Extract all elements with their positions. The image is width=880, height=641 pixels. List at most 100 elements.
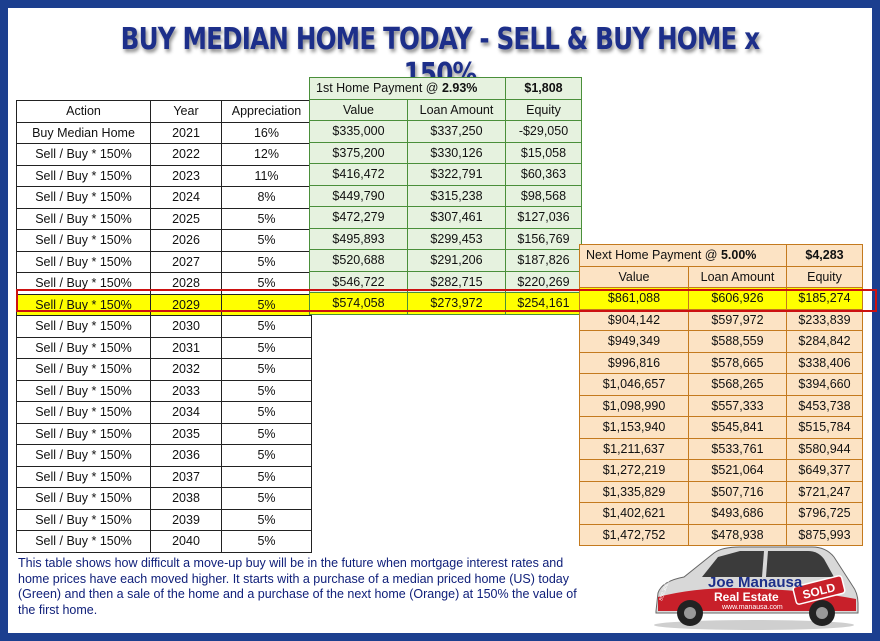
table-cell: Sell / Buy * 150% <box>16 293 151 316</box>
explanation-note: This table shows how difficult a move-up… <box>18 556 577 617</box>
table-row: Sell / Buy * 150% 2034 5% <box>16 401 312 424</box>
table-row: $335,000 $337,250 -$29,050 <box>309 120 582 143</box>
table-cell: 5% <box>221 229 312 252</box>
table-cell: $187,826 <box>505 249 582 272</box>
table-cell: 2024 <box>150 186 222 209</box>
table-cell: Sell / Buy * 150% <box>16 358 151 381</box>
table-row: Sell / Buy * 150% 2037 5% <box>16 465 312 488</box>
table-cell: 2040 <box>150 530 222 553</box>
table-cell: 5% <box>221 315 312 338</box>
table-cell: $649,377 <box>786 459 863 482</box>
table-cell: 2022 <box>150 143 222 166</box>
table-row: $861,088 $606,926 $185,274 <box>579 287 863 310</box>
header-loan-amount: Loan Amount <box>407 98 506 121</box>
next-home-body: $861,088 $606,926 $185,274 $904,142 $597,972… <box>579 287 863 546</box>
logo-name-line1: Joe Manausa <box>708 574 803 591</box>
table-row: $1,472,752 $478,938 $875,993 <box>579 523 863 546</box>
action-year-table: Action Year Appreciation Buy Median Home… <box>16 100 312 553</box>
table-cell: 5% <box>221 401 312 424</box>
table-cell: Sell / Buy * 150% <box>16 229 151 252</box>
table-cell: $416,472 <box>309 163 408 186</box>
table-cell: 2030 <box>150 315 222 338</box>
table-cell: $515,784 <box>786 416 863 439</box>
table-cell: 5% <box>221 508 312 531</box>
first-home-caption-label: 1st Home Payment @ <box>316 81 442 96</box>
first-home-payment: $1,808 <box>505 77 582 100</box>
table-cell: -$29,050 <box>505 120 582 143</box>
table-cell: $507,716 <box>688 480 787 503</box>
table-cell: $606,926 <box>688 287 787 310</box>
table-cell: 2034 <box>150 401 222 424</box>
table-cell: $580,944 <box>786 437 863 460</box>
table-cell: $568,265 <box>688 373 787 396</box>
table-cell: $98,568 <box>505 184 582 207</box>
table-cell: 2021 <box>150 121 222 144</box>
table-cell: 2026 <box>150 229 222 252</box>
next-home-caption: Next Home Payment @ 5.00% <box>579 244 787 267</box>
table-cell: $1,098,990 <box>579 394 689 417</box>
header-appreciation: Appreciation <box>221 100 312 123</box>
first-home-body: $335,000 $337,250 -$29,050 $375,200 $330,126… <box>309 120 582 315</box>
table-row: $472,279 $307,461 $127,036 <box>309 206 582 229</box>
table-row: $1,402,621 $493,686 $796,725 <box>579 502 863 525</box>
first-home-table: 1st Home Payment @ 2.93% $1,808 Value Lo… <box>309 77 582 315</box>
table-cell: $495,893 <box>309 227 408 250</box>
table-cell: 5% <box>221 336 312 359</box>
next-home-payment: $4,283 <box>786 244 863 267</box>
table-cell: 5% <box>221 250 312 273</box>
table-cell: $156,769 <box>505 227 582 250</box>
header-equity: Equity <box>786 265 863 288</box>
table-cell: 5% <box>221 379 312 402</box>
table-cell: $1,472,752 <box>579 523 689 546</box>
table-row: $375,200 $330,126 $15,058 <box>309 141 582 164</box>
table-cell: $796,725 <box>786 502 863 525</box>
table-cell: $472,279 <box>309 206 408 229</box>
action-year-body: Buy Median Home 2021 16% Sell / Buy * 150% 2… <box>16 121 312 553</box>
table-cell: $578,665 <box>688 351 787 374</box>
table-row: $1,335,829 $507,716 $721,247 <box>579 480 863 503</box>
table-cell: $1,153,940 <box>579 416 689 439</box>
first-home-payment-amount: $1,808 <box>524 81 563 96</box>
table-cell: 2025 <box>150 207 222 230</box>
next-home-rate: 5.00% <box>720 248 757 263</box>
table-cell: $273,972 <box>407 292 506 315</box>
header-value: Value <box>579 265 689 288</box>
table-row: Sell / Buy * 150% 2035 5% <box>16 422 312 445</box>
header-action: Action <box>16 100 151 123</box>
table-cell: $521,064 <box>688 459 787 482</box>
next-home-caption-row: Next Home Payment @ 5.00% $4,283 <box>579 244 863 267</box>
table-row: $904,142 $597,972 $233,839 <box>579 308 863 331</box>
table-cell: 5% <box>221 487 312 510</box>
table-row: $495,893 $299,453 $156,769 <box>309 227 582 250</box>
table-cell: $15,058 <box>505 141 582 164</box>
table-cell: $322,791 <box>407 163 506 186</box>
table-cell: $330,126 <box>407 141 506 164</box>
table-cell: $220,269 <box>505 270 582 293</box>
table-row: $1,046,657 $568,265 $394,660 <box>579 373 863 396</box>
table-cell: 2023 <box>150 164 222 187</box>
table-cell: $588,559 <box>688 330 787 353</box>
table-cell: $1,272,219 <box>579 459 689 482</box>
table-cell: Sell / Buy * 150% <box>16 422 151 445</box>
table-cell: $721,247 <box>786 480 863 503</box>
table-row: Sell / Buy * 150% 2028 5% <box>16 272 312 295</box>
table-cell: $875,993 <box>786 523 863 546</box>
table-cell: Sell / Buy * 150% <box>16 465 151 488</box>
first-home-rate: 2.93% <box>441 81 478 96</box>
table-cell: $904,142 <box>579 308 689 331</box>
next-home-table: Next Home Payment @ 5.00% $4,283 Value L… <box>579 244 863 546</box>
table-cell: $127,036 <box>505 206 582 229</box>
table-cell: 2032 <box>150 358 222 381</box>
table-cell: 16% <box>221 121 312 144</box>
infographic-frame: BUY MEDIAN HOME TODAY - SELL & BUY HOME … <box>8 8 877 633</box>
table-cell: 2037 <box>150 465 222 488</box>
table-cell: 2033 <box>150 379 222 402</box>
table-cell: $545,841 <box>688 416 787 439</box>
table-cell: 2035 <box>150 422 222 445</box>
table-row: $996,816 $578,665 $338,406 <box>579 351 863 374</box>
table-cell: $1,046,657 <box>579 373 689 396</box>
table-row: $520,688 $291,206 $187,826 <box>309 249 582 272</box>
table-cell: $375,200 <box>309 141 408 164</box>
next-home-header-row: Value Loan Amount Equity <box>579 265 863 288</box>
table-cell: $493,686 <box>688 502 787 525</box>
